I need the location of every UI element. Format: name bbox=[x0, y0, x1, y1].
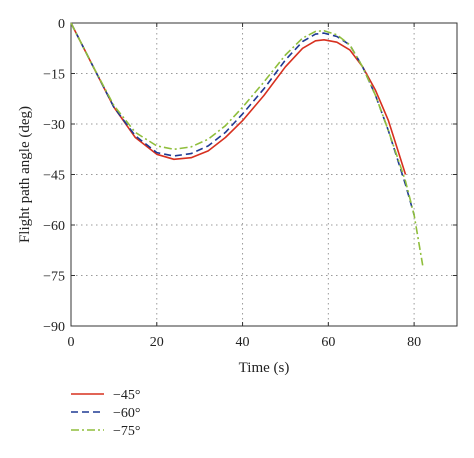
legend: −45° −60° −75° bbox=[71, 388, 141, 439]
series-lines bbox=[70, 22, 424, 266]
x-tick-label: 60 bbox=[321, 335, 335, 350]
legend-label-2: −60° bbox=[113, 406, 141, 421]
legend-label-1: −45° bbox=[113, 388, 141, 403]
y-tick-label: 0 bbox=[58, 17, 65, 32]
plot-area-frame bbox=[70, 22, 458, 327]
grid-lines bbox=[71, 23, 457, 326]
x-tick-label: 80 bbox=[407, 335, 421, 350]
y-axis-label: Flight path angle (deg) bbox=[17, 106, 33, 243]
x-tick-label: 40 bbox=[236, 335, 250, 350]
y-tick-label: −45 bbox=[43, 169, 65, 184]
y-tick-label: −30 bbox=[43, 118, 65, 133]
tick-labels: 0 20 40 60 80 0 −15 −30 −45 −60 −75 −90 bbox=[43, 17, 421, 350]
series-line-1 bbox=[70, 22, 407, 175]
series-line-3 bbox=[70, 22, 424, 266]
legend-label-3: −75° bbox=[113, 424, 141, 439]
x-axis-label: Time (s) bbox=[239, 360, 290, 376]
y-tick-label: −90 bbox=[43, 320, 65, 335]
axis-ticks bbox=[70, 22, 457, 327]
y-tick-label: −15 bbox=[43, 68, 65, 83]
y-tick-label: −60 bbox=[43, 219, 65, 234]
x-tick-label: 20 bbox=[150, 335, 164, 350]
y-tick-label: −75 bbox=[43, 270, 65, 285]
x-tick-label: 0 bbox=[68, 335, 75, 350]
